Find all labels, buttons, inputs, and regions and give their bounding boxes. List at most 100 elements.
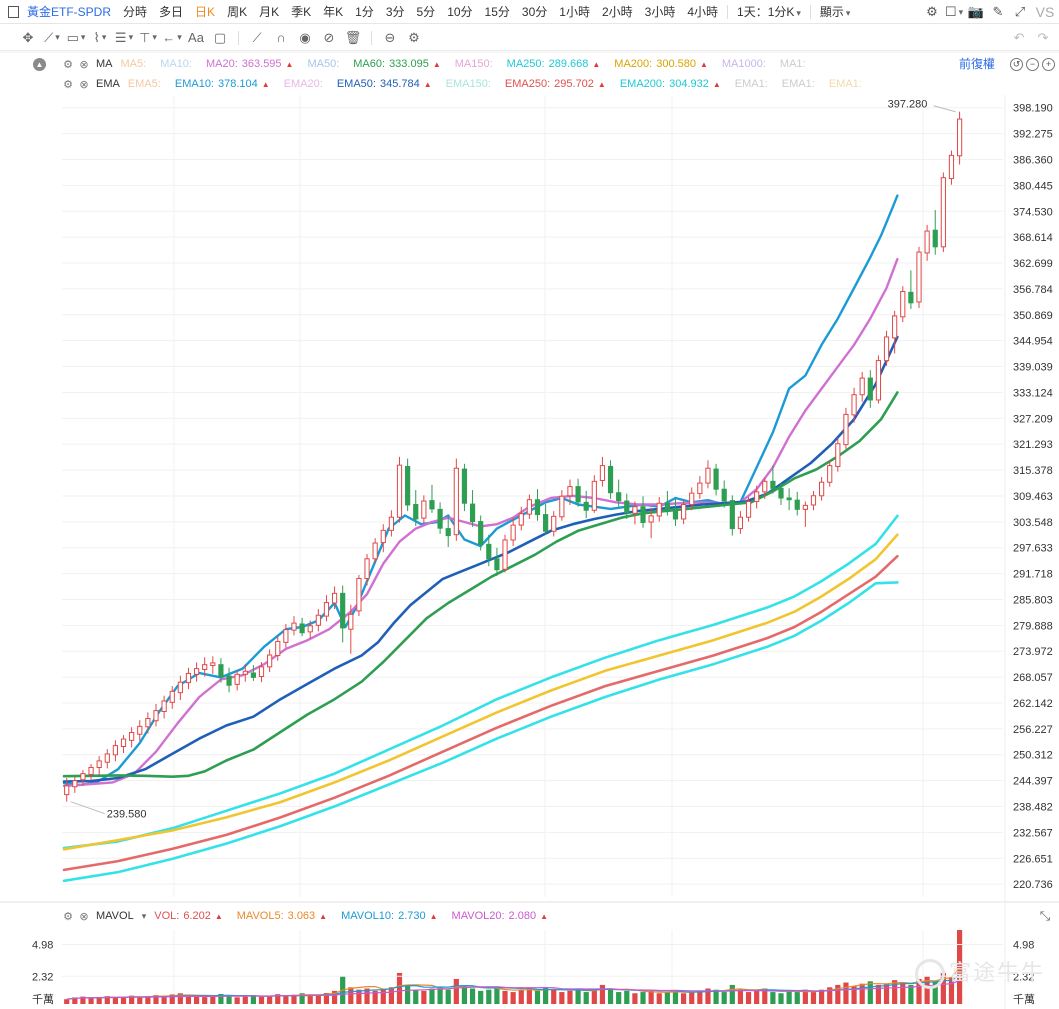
redo-icon[interactable]: ↷ xyxy=(1037,30,1049,45)
gear-icon[interactable]: ⚙ xyxy=(63,78,73,91)
timeframe-0[interactable]: 分時 xyxy=(123,5,148,19)
timeframe-3[interactable]: 周K xyxy=(227,5,248,19)
camera-icon[interactable]: 📷 xyxy=(967,4,985,19)
timeframe-16[interactable]: 4小時 xyxy=(687,5,719,19)
period-selector[interactable]: 1天：1分K ▾ xyxy=(737,5,801,19)
candle-body xyxy=(129,731,135,741)
legend_ema-item-1[interactable]: EMA10: 378.104 ▲ xyxy=(175,78,270,90)
mavol-label[interactable]: MAVOL ▾ xyxy=(96,910,147,922)
volume-bar xyxy=(258,996,265,1004)
legend_ma-item-1[interactable]: MA10: xyxy=(160,58,192,70)
legend_ma-item-3[interactable]: MA50: xyxy=(307,58,339,70)
zoom-in-icon[interactable]: + xyxy=(1042,57,1055,71)
gear-icon[interactable]: ⚙ xyxy=(63,58,73,71)
legend_ema-item-2[interactable]: EMA20: xyxy=(284,78,323,90)
legend_ma-item-9[interactable]: MA1: xyxy=(780,58,806,70)
timeframe-1[interactable]: 多日 xyxy=(159,5,184,19)
legend_ma-item-7[interactable]: MA200: 300.580 ▲ xyxy=(614,58,708,70)
legend_vol-item-0[interactable]: VOL: 6.202 ▲ xyxy=(154,910,223,922)
legend_ema-item-8[interactable]: EMA1: xyxy=(782,78,815,90)
text-tool-icon[interactable]: Aa xyxy=(188,30,204,45)
close-icon[interactable]: ⊗ xyxy=(79,910,89,923)
display-menu[interactable]: 顯示 ▾ xyxy=(819,5,851,19)
pencil-icon[interactable]: ✎ xyxy=(992,4,1004,19)
crosshair-icon[interactable]: ✥ xyxy=(22,29,34,45)
legend_ema-item-6[interactable]: EMA200: 304.932 ▲ xyxy=(620,78,721,90)
legend_ema-item-5[interactable]: EMA250: 295.702 ▲ xyxy=(505,78,606,90)
comment-tool-icon[interactable]: ▢ xyxy=(213,29,227,45)
chart-style-icon[interactable]: ☐ ▾ xyxy=(944,4,964,19)
trash-icon[interactable]: 🗑 xyxy=(344,29,362,45)
legend_vol-item-3[interactable]: MAVOL20: 2.080 ▲ xyxy=(452,910,548,922)
expand-panel-icon[interactable]: ⤡ xyxy=(1039,908,1051,923)
legend_ma-item-6[interactable]: MA250: 289.668 ▲ xyxy=(507,58,601,70)
legend_ema-item-7[interactable]: EMA1: xyxy=(735,78,768,90)
volume-bar xyxy=(153,995,159,1004)
price-adjust-toggle[interactable]: 前復權 xyxy=(958,57,995,71)
candle-body xyxy=(226,675,232,686)
timeframe-10[interactable]: 10分 xyxy=(447,5,473,19)
ruler-icon[interactable]: ⟋ xyxy=(252,29,262,45)
close-icon[interactable]: ⊗ xyxy=(79,78,89,91)
reset-icon[interactable]: ↺ xyxy=(1010,57,1023,71)
legend_ema-item-3[interactable]: EMA50: 345.784 ▲ xyxy=(337,78,432,90)
fullscreen-icon[interactable]: ⤢ xyxy=(1014,4,1026,19)
legend_vol-item-1[interactable]: MAVOL5: 3.063 ▲ xyxy=(237,910,327,922)
polyline-tool-icon[interactable]: ⌇ ▾ xyxy=(93,29,107,45)
fibonacci-tool-icon[interactable]: ☰ ▾ xyxy=(114,29,134,45)
ema-label[interactable]: EMA xyxy=(96,78,120,90)
legend_ma-item-0[interactable]: MA5: xyxy=(121,58,147,70)
timeframe-12[interactable]: 30分 xyxy=(521,5,548,19)
legend_ma-item-2[interactable]: MA20: 363.595 ▲ xyxy=(206,58,293,70)
link-icon[interactable]: ⊖ xyxy=(384,29,396,45)
collapse-legend-icon[interactable]: ▲ xyxy=(33,58,46,71)
timeframe-8[interactable]: 3分 xyxy=(385,5,405,19)
legend_ma-item-8[interactable]: MA1000: xyxy=(722,58,766,70)
series-line-ma200 xyxy=(62,533,899,851)
legend_ema-item-9[interactable]: EMA1: xyxy=(829,78,862,90)
volume-bar xyxy=(445,989,451,1004)
ma-label[interactable]: MA xyxy=(96,58,113,70)
volume-bar xyxy=(672,990,679,1004)
measure-tool-icon[interactable]: ⊤ ▾ xyxy=(139,29,157,45)
settings-icon[interactable]: ⚙ xyxy=(408,29,420,45)
legend_ema-item-4[interactable]: EMA150: xyxy=(446,78,491,90)
ticker-name[interactable]: 黃金ETF-SPDR xyxy=(27,5,112,19)
indicator-name: VOL: xyxy=(154,910,180,922)
indicator-name: MA60: xyxy=(353,58,386,70)
timeframe-2[interactable]: 日K xyxy=(195,5,216,19)
compare-button[interactable]: VS xyxy=(1035,4,1055,20)
volume-bar xyxy=(534,990,541,1004)
gear-icon[interactable]: ⚙ xyxy=(926,4,938,19)
volume-bar xyxy=(705,988,711,1004)
trendline-icon[interactable]: ⟋ ▾ xyxy=(44,29,60,45)
legend_ma-item-4[interactable]: MA60: 333.095 ▲ xyxy=(353,58,440,70)
timeframe-5[interactable]: 季K xyxy=(291,5,312,19)
timeframe-15[interactable]: 3小時 xyxy=(644,5,676,19)
timeframe-6[interactable]: 年K xyxy=(323,5,344,19)
legend_ema-item-0[interactable]: EMA5: xyxy=(128,78,161,90)
timeframe-13[interactable]: 1小時 xyxy=(559,5,590,19)
close-icon[interactable]: ⊗ xyxy=(79,58,89,71)
sidebar-toggle-icon[interactable] xyxy=(8,5,19,18)
legend_vol-item-2[interactable]: MAVOL10: 2.730 ▲ xyxy=(341,910,437,922)
timeframe-7[interactable]: 1分 xyxy=(355,5,374,19)
rectangle-tool-icon[interactable]: ▭ ▾ xyxy=(66,29,86,45)
timeframe-4[interactable]: 月K xyxy=(259,5,280,19)
candle-body xyxy=(518,513,524,526)
drawing-toolbar: ✥ ⟋ ▾ ▭ ▾ ⌇ ▾ ☰ ▾ ⊤ ▾ ← ▾ Aa ▢ ⟋ ∩ ◉ ⊘ 🗑 ⊖ ⚙ ↶… xyxy=(0,25,1059,51)
gear-icon[interactable]: ⚙ xyxy=(63,910,73,923)
legend_ma-item-5[interactable]: MA150: xyxy=(455,58,493,70)
timeframe-11[interactable]: 15分 xyxy=(484,5,510,19)
timeframe-14[interactable]: 2小時 xyxy=(601,5,633,19)
candle-body xyxy=(835,443,841,467)
arrow-tool-icon[interactable]: ← ▾ xyxy=(162,30,182,45)
magnet-icon[interactable]: ∩ xyxy=(276,30,286,45)
series-line-ma250 xyxy=(62,581,899,883)
timeframe-9[interactable]: 5分 xyxy=(416,5,436,19)
undo-icon[interactable]: ↶ xyxy=(1013,30,1025,45)
eye-icon[interactable]: ◉ xyxy=(299,29,311,45)
hide-drawings-icon[interactable]: ⊘ xyxy=(323,29,335,45)
zoom-out-icon[interactable]: − xyxy=(1026,57,1039,71)
